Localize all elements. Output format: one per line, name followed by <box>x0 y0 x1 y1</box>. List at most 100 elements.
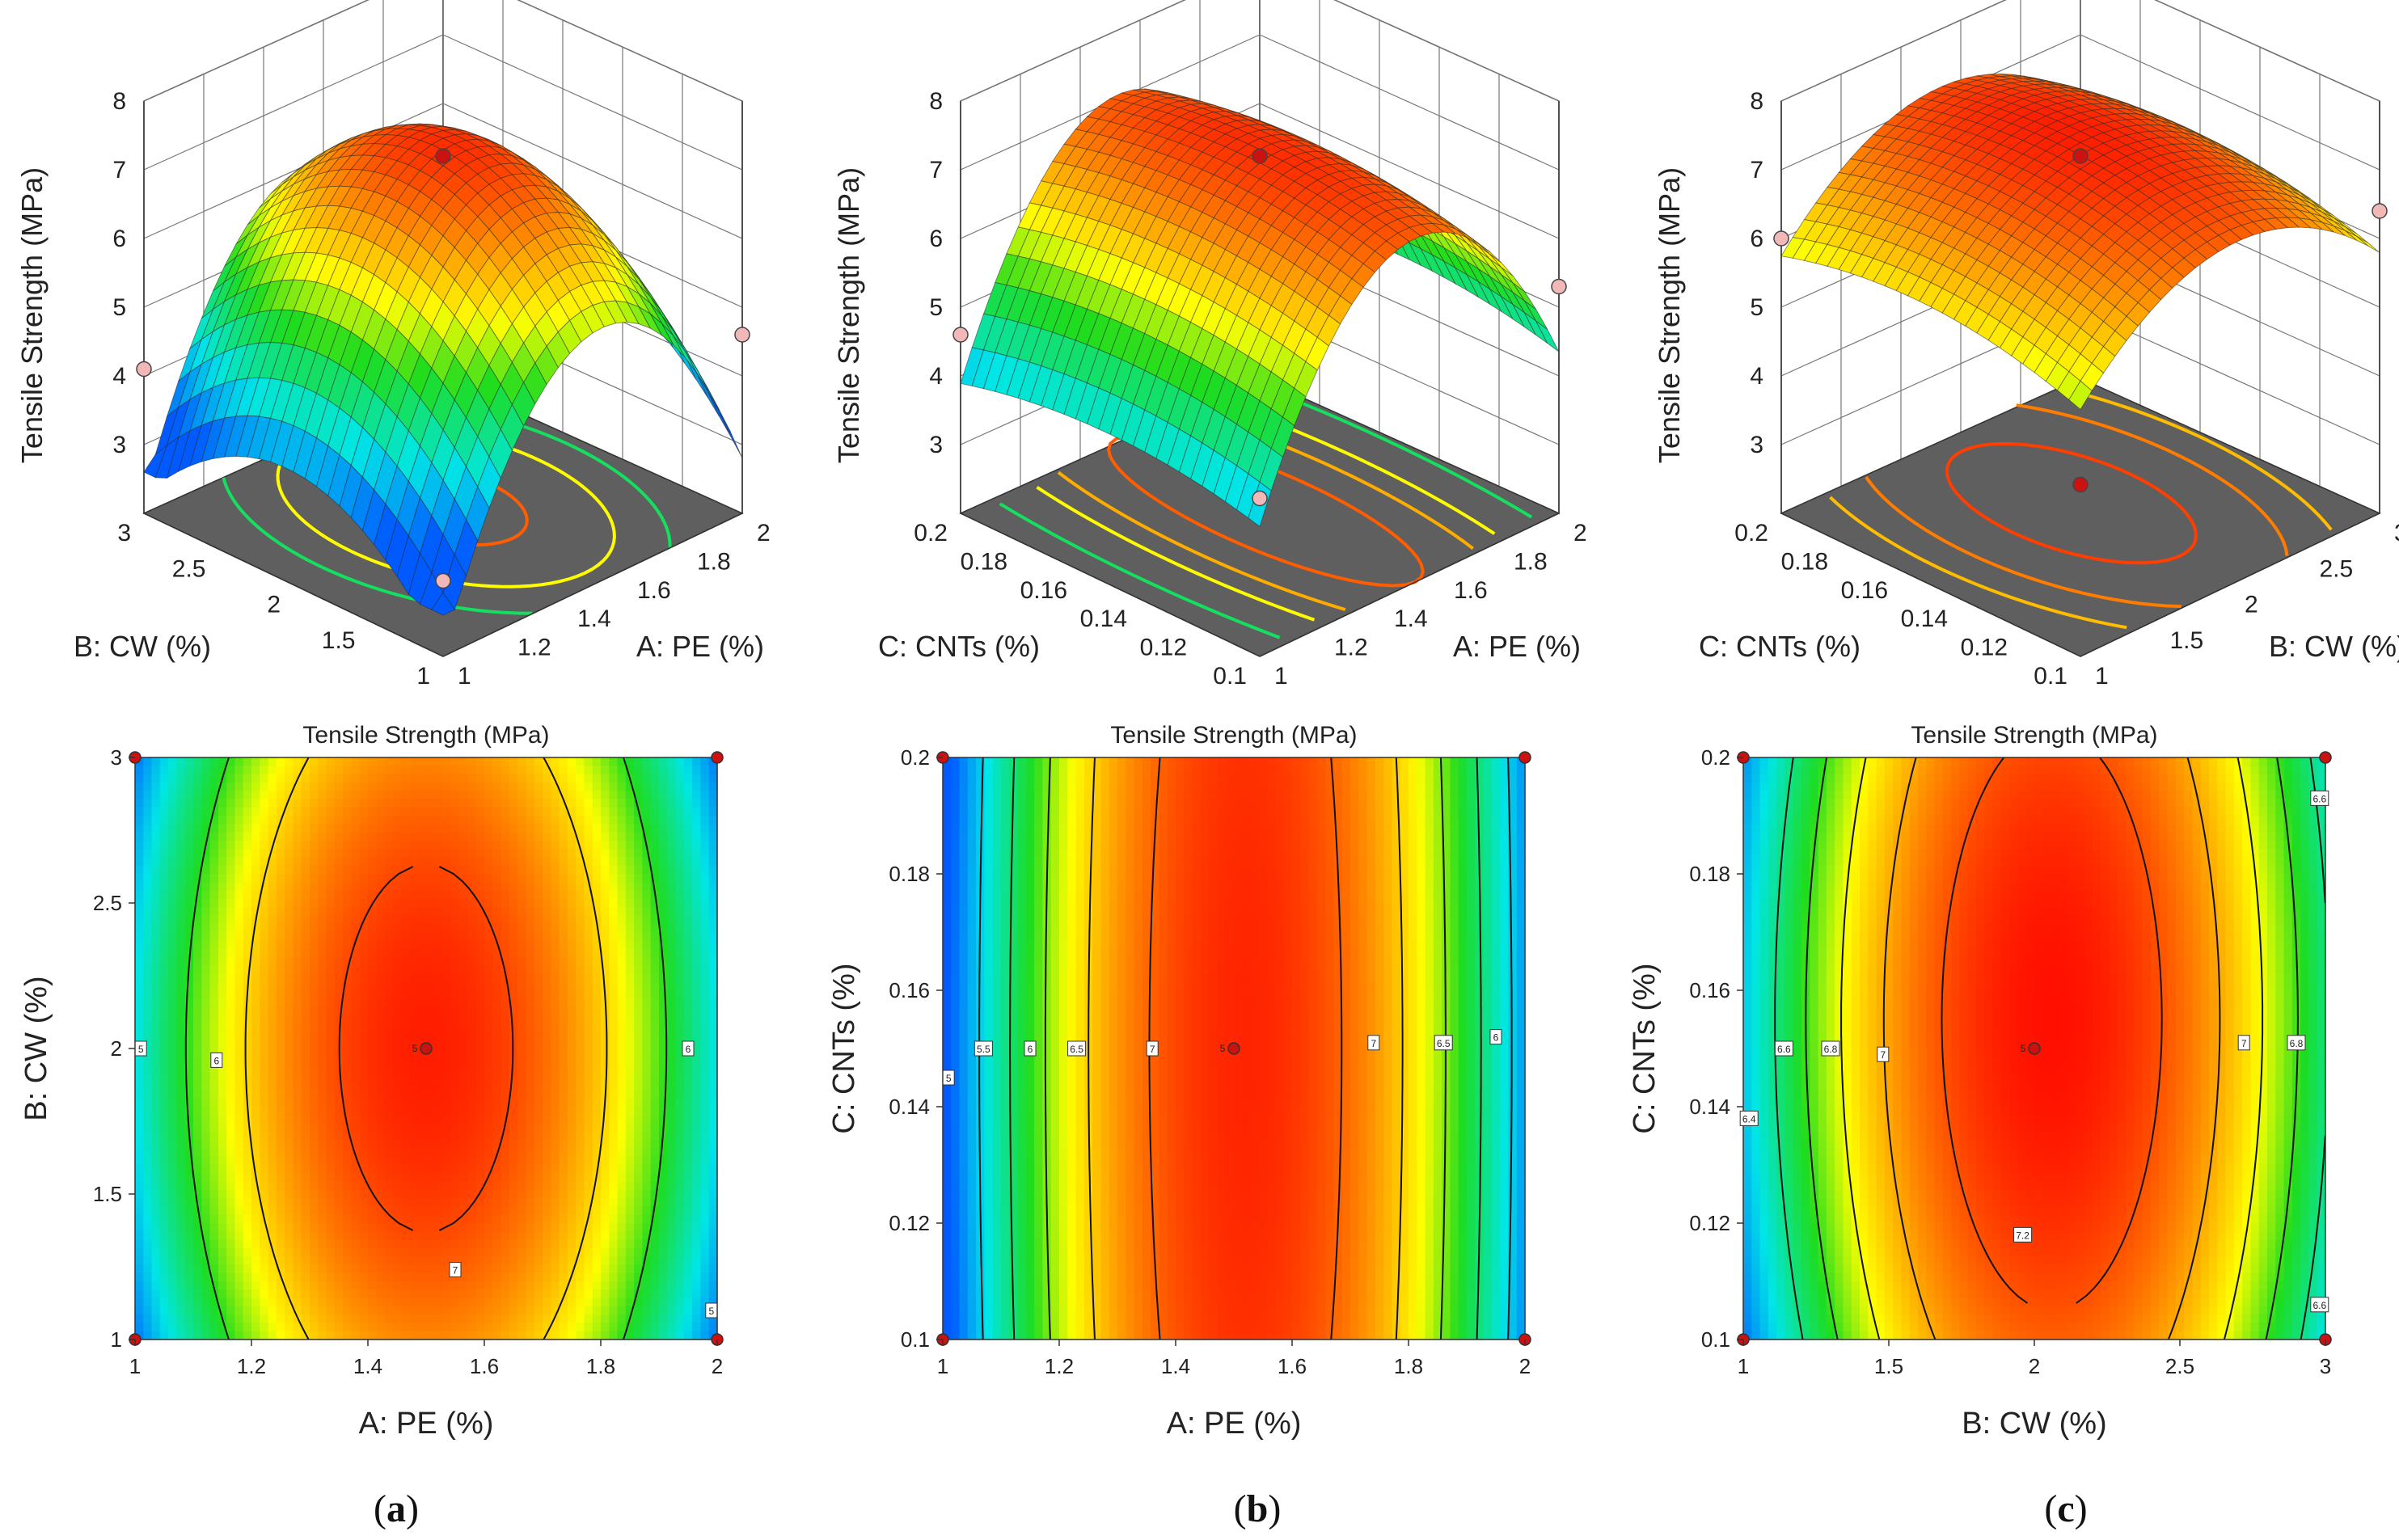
heatmap-cell <box>310 990 319 999</box>
heatmap-cell <box>226 907 236 917</box>
heatmap-cell <box>285 824 294 833</box>
heatmap-cell <box>301 907 310 917</box>
heatmap-cell <box>135 832 144 842</box>
heatmap-cell <box>376 1289 386 1299</box>
heatmap-cell <box>310 807 319 816</box>
heatmap-cell <box>384 757 394 766</box>
heatmap-cell <box>159 1281 169 1290</box>
heatmap-cell <box>409 832 419 842</box>
heatmap-cell <box>459 1323 469 1332</box>
heatmap-cell <box>310 1140 319 1150</box>
heatmap-cell <box>143 998 153 1008</box>
heatmap-cell <box>218 898 227 908</box>
heatmap-cell <box>417 757 427 766</box>
heatmap-cell <box>384 1131 394 1141</box>
heatmap-cell <box>218 1156 227 1166</box>
heatmap-cell <box>417 923 427 933</box>
heatmap-cell <box>334 1140 344 1150</box>
heatmap-cell <box>426 1098 435 1108</box>
heatmap-cell <box>226 981 236 991</box>
z-axis-title: Tensile Strength (MPa) <box>832 167 865 463</box>
heatmap-cell <box>409 1264 419 1274</box>
heatmap-cell <box>243 907 252 917</box>
heatmap-cell <box>318 782 327 791</box>
heatmap-cell <box>193 1189 202 1199</box>
heatmap-cell <box>234 973 244 983</box>
heatmap-cell <box>376 1214 386 1224</box>
heatmap-cell <box>293 1131 302 1141</box>
heatmap-cell <box>310 1098 319 1108</box>
heatmap-cell <box>209 1123 219 1133</box>
heatmap-cell <box>218 1098 227 1108</box>
heatmap-cell <box>392 1015 402 1024</box>
wall-grid-line <box>143 34 743 171</box>
heatmap-cell <box>417 799 427 808</box>
heatmap-cell <box>376 807 386 816</box>
heatmap-cell <box>442 1040 452 1049</box>
heatmap-cell <box>401 973 411 983</box>
heatmap-cell <box>159 998 169 1008</box>
heatmap-cell <box>251 1065 260 1074</box>
x1-tick-label: 1.8 <box>697 548 731 575</box>
heatmap-cell <box>392 1206 402 1216</box>
heatmap-cell <box>301 1206 310 1216</box>
heatmap-cell <box>384 898 394 908</box>
heatmap-cell <box>209 1156 219 1166</box>
heatmap-cell <box>176 857 186 867</box>
heatmap-cell <box>426 1065 435 1074</box>
heatmap-cell <box>318 956 327 966</box>
heatmap-cell <box>151 1082 161 1091</box>
heatmap-cell <box>201 956 211 966</box>
heatmap-cell <box>392 990 402 999</box>
heatmap-cell <box>293 1239 302 1249</box>
heatmap-cell <box>218 1140 227 1150</box>
x2-tick-label: 0.16 <box>1841 577 1888 604</box>
heatmap-cell <box>176 973 186 983</box>
heatmap-cell <box>285 1006 294 1016</box>
heatmap-cell <box>318 1198 327 1208</box>
heatmap-cell <box>450 1173 460 1183</box>
heatmap-cell <box>251 816 260 825</box>
heatmap-cell <box>293 840 302 850</box>
heatmap-cell <box>143 1214 153 1224</box>
heatmap-cell <box>159 1090 169 1099</box>
heatmap-cell <box>251 1040 260 1049</box>
x1-tick-label: 1.2 <box>1334 635 1368 661</box>
heatmap-cell <box>401 1289 411 1299</box>
heatmap-cell <box>151 1331 161 1340</box>
heatmap-cell <box>450 956 460 966</box>
heatmap-cell <box>318 816 327 825</box>
heatmap-cell <box>343 1198 353 1208</box>
heatmap-cell <box>209 824 219 833</box>
heatmap-cell <box>151 1297 161 1307</box>
heatmap-cell <box>151 857 161 867</box>
heatmap-cell <box>334 1272 344 1282</box>
heatmap-cell <box>243 1306 252 1315</box>
heatmap-cell <box>310 1314 319 1324</box>
heatmap-cell <box>234 948 244 958</box>
heatmap-cell <box>293 1090 302 1099</box>
heatmap-cell <box>159 1057 169 1066</box>
heatmap-cell <box>193 840 202 850</box>
heatmap-cell <box>343 1173 353 1183</box>
heatmap-cell <box>334 832 344 842</box>
heatmap-cell <box>318 1256 327 1266</box>
x2-tick-label: 1.5 <box>322 627 356 654</box>
heatmap-cell <box>193 923 202 933</box>
heatmap-cell <box>135 1098 144 1108</box>
heatmap-cell <box>176 1048 186 1057</box>
heatmap-cell <box>268 1297 277 1307</box>
heatmap-cell <box>151 824 161 833</box>
heatmap-cell <box>268 923 277 933</box>
heatmap-cell <box>376 1015 386 1024</box>
heatmap-cell <box>318 1040 327 1049</box>
heatmap-cell <box>401 807 411 816</box>
heatmap-cell <box>159 923 169 933</box>
heatmap-cell <box>218 1032 227 1041</box>
heatmap-cell <box>159 1131 169 1141</box>
heatmap-cell <box>218 1297 227 1307</box>
heatmap-cell <box>401 1206 411 1216</box>
heatmap-cell <box>376 1189 386 1199</box>
heatmap-cell <box>318 998 327 1008</box>
